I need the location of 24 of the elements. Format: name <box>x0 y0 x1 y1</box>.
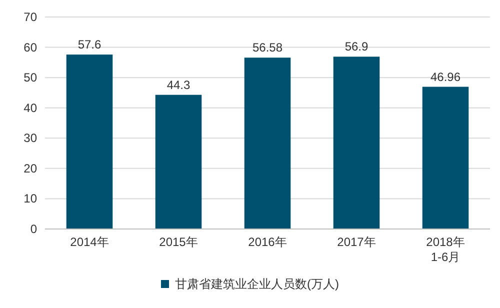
bar <box>155 94 202 229</box>
y-tick-label: 60 <box>24 40 38 54</box>
data-label: 57.6 <box>78 38 102 52</box>
x-tick-label: 2018年 1-6月 <box>426 235 465 264</box>
data-label: 46.96 <box>430 70 461 84</box>
y-tick-label: 30 <box>24 131 38 146</box>
y-tick-label: 0 <box>30 222 38 236</box>
y-tick-label: 20 <box>24 161 38 176</box>
x-tick-label: 2014年 <box>70 235 109 249</box>
data-label: 44.3 <box>166 78 190 92</box>
bar <box>66 54 113 229</box>
y-tick-label: 10 <box>24 192 38 206</box>
y-tick-label: 40 <box>24 100 38 115</box>
bar <box>422 86 469 229</box>
y-tick-label: 50 <box>24 70 38 85</box>
bar <box>244 58 291 229</box>
data-label: 56.9 <box>344 40 368 54</box>
legend-label: 甘肃省建筑业企业人员数(万人) <box>175 277 339 291</box>
bar <box>333 56 380 229</box>
x-tick-label: 2016年 <box>248 235 287 249</box>
x-tick-label: 2015年 <box>159 235 198 249</box>
y-tick-label: 70 <box>24 10 38 24</box>
x-tick-label: 2017年 <box>337 235 376 249</box>
data-label: 56.58 <box>252 40 283 55</box>
